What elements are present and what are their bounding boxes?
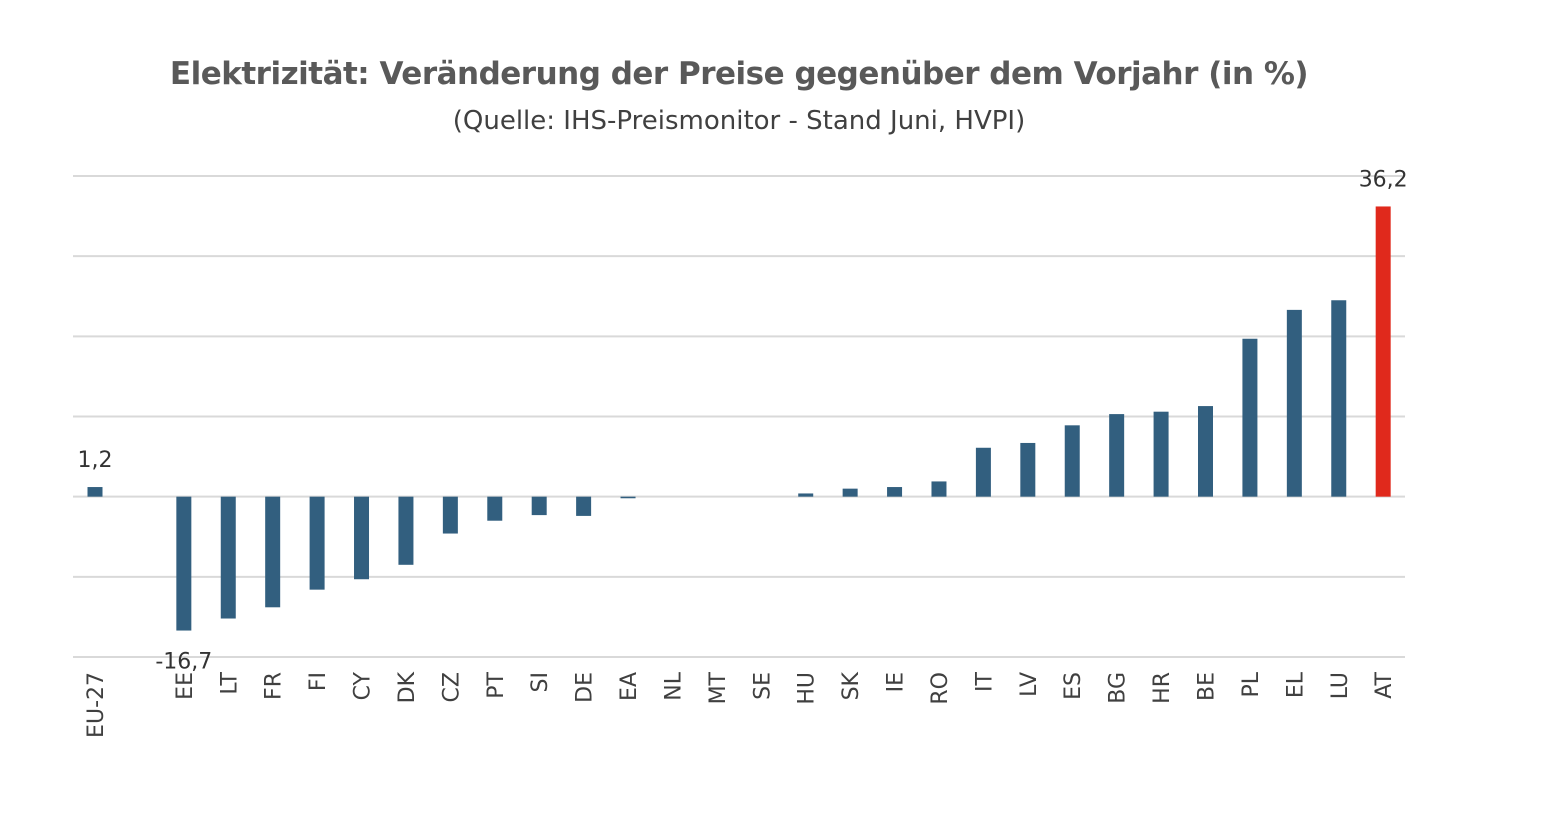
tick-label-fr: FR bbox=[262, 672, 287, 700]
chart-subtitle: (Quelle: IHS-Preismonitor - Stand Juni, … bbox=[452, 106, 1026, 136]
tick-label-cy: CY bbox=[351, 671, 376, 700]
bars bbox=[87, 206, 1391, 631]
bar-ro bbox=[931, 481, 947, 497]
bar-fi bbox=[309, 496, 325, 590]
tick-label-ea: EA bbox=[617, 672, 642, 701]
bar-be bbox=[1198, 406, 1213, 497]
bar-cz bbox=[442, 496, 458, 534]
tick-label-it: IT bbox=[972, 671, 997, 691]
tick-label-hu: HU bbox=[795, 672, 820, 705]
data-label-ee: -16,7 bbox=[155, 650, 212, 675]
chart-title: Elektrizität: Veränderung der Preise geg… bbox=[169, 56, 1309, 92]
bar-bg bbox=[1109, 414, 1125, 497]
data-label-at: 36,2 bbox=[1359, 167, 1408, 192]
bar-si bbox=[531, 496, 547, 516]
tick-label-pt: PT bbox=[484, 671, 509, 698]
bar-de bbox=[576, 496, 592, 516]
bar-hu bbox=[798, 493, 814, 497]
bar-eu-27 bbox=[87, 487, 103, 497]
tick-label-bg: BG bbox=[1106, 672, 1131, 704]
bar-es bbox=[1064, 425, 1080, 497]
bar-pl bbox=[1242, 338, 1258, 497]
bar-lv bbox=[1020, 442, 1036, 497]
tick-label-el: EL bbox=[1283, 671, 1308, 698]
data-label-eu-27: 1,2 bbox=[78, 448, 113, 473]
gridlines bbox=[73, 175, 1405, 658]
tick-label-fi: FI bbox=[306, 672, 331, 691]
tick-label-lu: LU bbox=[1328, 672, 1353, 699]
tick-label-at: AT bbox=[1372, 671, 1397, 698]
bar-ea bbox=[620, 496, 636, 499]
bar-fr bbox=[265, 496, 281, 608]
bar-lu bbox=[1331, 300, 1347, 497]
tick-label-eu-27: EU-27 bbox=[84, 672, 109, 738]
bar-ie bbox=[887, 487, 903, 497]
bar-it bbox=[975, 447, 991, 497]
tick-label-ee: EE bbox=[173, 672, 198, 700]
tick-label-se: SE bbox=[750, 672, 775, 700]
tick-label-lv: LV bbox=[1017, 672, 1042, 697]
tick-label-hr: HR bbox=[1150, 672, 1175, 704]
bar-cy bbox=[354, 496, 370, 580]
bar-sk bbox=[842, 488, 858, 497]
bar-at bbox=[1375, 206, 1391, 497]
bar-el bbox=[1286, 309, 1302, 497]
bar-pt bbox=[487, 496, 503, 521]
tick-label-si: SI bbox=[528, 672, 553, 692]
tick-label-dk: DK bbox=[395, 671, 420, 703]
tick-label-de: DE bbox=[573, 672, 598, 703]
tick-label-nl: NL bbox=[661, 671, 686, 700]
tick-label-pl: PL bbox=[1239, 671, 1264, 697]
bar-hr bbox=[1153, 411, 1169, 497]
x-axis-tick-labels: EU-27 EE LT FR FI CY DK CZ PT SI DE EA NL MT SE HU SK IE R… bbox=[84, 671, 1397, 738]
bar-ee bbox=[176, 496, 192, 631]
tick-label-sk: SK bbox=[839, 671, 864, 700]
tick-label-es: ES bbox=[1061, 672, 1086, 700]
tick-label-ro: RO bbox=[928, 672, 953, 705]
tick-label-mt: MT bbox=[706, 671, 731, 704]
tick-label-lt: LT bbox=[217, 671, 242, 694]
bar-dk bbox=[398, 496, 414, 565]
bar-lt bbox=[220, 496, 236, 619]
tick-label-cz: CZ bbox=[439, 672, 464, 702]
tick-label-ie: IE bbox=[884, 672, 909, 692]
tick-label-be: BE bbox=[1195, 672, 1220, 701]
data-labels: 1,2 -16,7 36,2 bbox=[78, 167, 1408, 674]
